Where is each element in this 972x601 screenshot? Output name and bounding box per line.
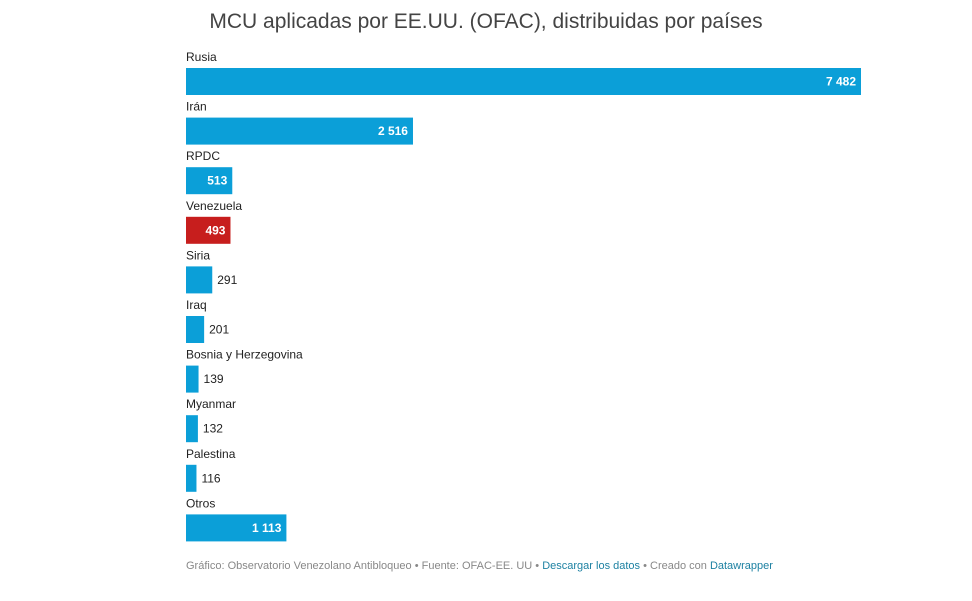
category-label: Palestina [186,447,236,461]
category-label: Siria [186,248,210,262]
footer-created: • Creado con [640,560,710,572]
value-label: 291 [217,273,237,287]
value-label: 132 [203,422,223,436]
bar [186,514,287,542]
bar [186,117,413,145]
category-label: Rusia [186,50,217,64]
value-label: 7 482 [826,75,856,89]
bar [186,316,205,343]
chart-title: MCU aplicadas por EE.UU. (OFAC), distrib… [209,10,763,33]
value-label: 513 [207,174,227,188]
value-label: 116 [201,471,220,485]
value-label: 139 [204,372,224,386]
category-label: Otros [186,496,215,510]
value-label: 1 113 [252,521,282,535]
category-label: Venezuela [186,199,242,213]
chart-footer: Gráfico: Observatorio Venezolano Antiblo… [186,560,773,572]
category-label: Myanmar [186,397,236,411]
category-label: Irán [186,100,207,114]
category-label: Bosnia y Herzegovina [186,348,303,362]
bar [186,167,233,195]
value-label: 493 [205,223,225,237]
bar [186,68,861,95]
datawrapper-link[interactable]: Datawrapper [709,560,773,572]
bar [186,464,197,492]
value-label: 201 [209,323,229,337]
category-label: RPDC [186,149,220,163]
bar [186,415,198,443]
footer-source: Gráfico: Observatorio Venezolano Antiblo… [186,560,543,572]
category-label: Iraq [186,298,207,312]
download-data-link[interactable]: Descargar los datos [542,560,641,572]
bar [186,216,231,244]
value-label: 2 516 [378,124,408,138]
bar [186,266,213,294]
bar [186,365,199,393]
